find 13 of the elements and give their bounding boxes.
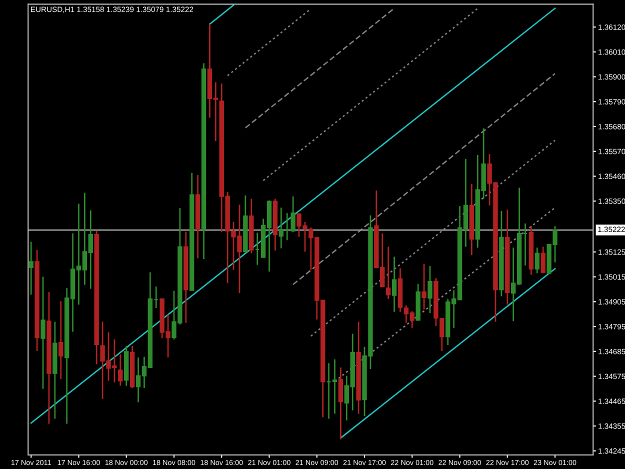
candlestick bbox=[428, 265, 432, 314]
candlestick bbox=[332, 358, 338, 414]
candlestick bbox=[278, 206, 284, 250]
candlestick bbox=[28, 241, 34, 296]
candlestick bbox=[422, 263, 426, 310]
candlestick bbox=[58, 300, 64, 380]
candlestick bbox=[118, 354, 123, 386]
candlestick bbox=[386, 246, 391, 300]
candlestick bbox=[534, 246, 540, 274]
candlestick bbox=[392, 256, 397, 313]
candlestick bbox=[338, 366, 344, 440]
candlestick bbox=[540, 246, 546, 274]
candlestick bbox=[40, 276, 46, 390]
